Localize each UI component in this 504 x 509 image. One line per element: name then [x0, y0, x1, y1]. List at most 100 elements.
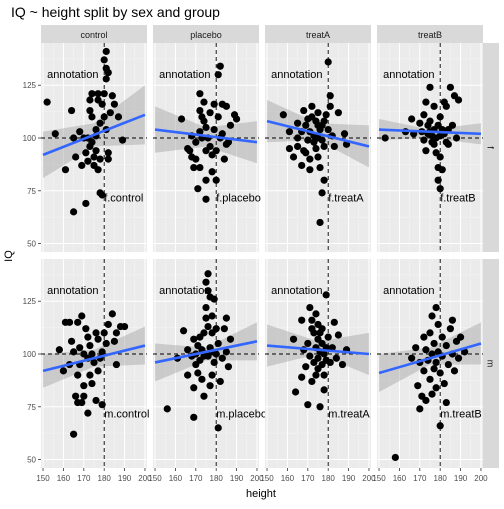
data-point	[202, 123, 210, 132]
x-tick-label: 180	[98, 474, 112, 483]
data-point	[94, 90, 102, 98]
data-point	[438, 166, 446, 174]
data-point	[430, 102, 438, 110]
data-point	[328, 344, 336, 352]
data-point	[184, 346, 192, 354]
data-point	[102, 75, 110, 83]
data-point	[312, 310, 320, 318]
data-point	[408, 115, 416, 123]
data-point	[306, 155, 314, 163]
data-point	[440, 379, 448, 388]
data-point	[104, 149, 112, 157]
panel-label: f.placebo	[216, 192, 261, 204]
data-point	[210, 100, 218, 108]
data-point	[198, 375, 206, 383]
data-point	[446, 325, 454, 333]
x-tick-label: 170	[301, 474, 315, 483]
fit-line	[42, 113, 146, 157]
data-point	[108, 310, 116, 318]
fit-line	[154, 340, 258, 364]
panel-m.treatA: annotation m.treatA	[265, 259, 371, 468]
data-point	[330, 142, 338, 151]
data-point	[78, 398, 86, 407]
data-point	[177, 115, 186, 123]
data-point	[214, 71, 222, 79]
chart-title: IQ ~ height split by sex and group	[11, 4, 220, 20]
x-tick-label: 150	[148, 474, 162, 483]
data-point	[430, 365, 438, 373]
data-point	[88, 379, 96, 388]
data-point	[200, 329, 208, 337]
panel-m.control: annotation m.control	[41, 259, 149, 468]
data-point	[304, 339, 312, 348]
data-point	[322, 111, 330, 119]
data-point	[308, 377, 316, 386]
data-point	[67, 337, 76, 345]
data-point	[432, 384, 440, 392]
data-point	[98, 401, 106, 409]
data-point	[206, 109, 214, 117]
data-point	[314, 109, 322, 117]
data-point	[326, 358, 334, 367]
data-point	[226, 121, 235, 129]
annotation-label: annotation	[271, 285, 322, 297]
data-point	[310, 329, 318, 337]
facet-strip-m	[481, 259, 499, 468]
data-point	[200, 98, 208, 106]
data-point	[442, 102, 450, 110]
data-point	[428, 390, 436, 398]
panel-label: m.treatB	[440, 408, 482, 420]
data-point	[192, 138, 200, 146]
data-point	[92, 125, 100, 134]
data-point	[232, 115, 241, 123]
data-point	[320, 176, 328, 184]
data-point	[214, 424, 222, 432]
annotation-label: annotation	[47, 285, 98, 297]
data-point	[448, 316, 457, 324]
data-point	[61, 166, 70, 174]
data-point	[120, 322, 129, 331]
panel-f.treatB: annotation f.treatB	[377, 43, 483, 252]
x-tick-label: 170	[77, 474, 91, 483]
data-point	[92, 396, 100, 405]
x-tick-label: 160	[281, 474, 295, 483]
data-point	[214, 339, 222, 348]
data-point	[320, 386, 328, 394]
data-point	[78, 161, 86, 170]
x-tick-label: 200	[474, 474, 488, 483]
data-point	[416, 405, 424, 413]
data-point	[90, 358, 98, 367]
data-point	[220, 155, 228, 163]
data-point	[434, 176, 442, 184]
data-point	[190, 335, 198, 343]
data-point	[190, 384, 198, 392]
data-point	[426, 329, 434, 337]
data-point	[450, 367, 459, 375]
data-point	[456, 333, 465, 341]
x-tick-label: 200	[362, 474, 376, 483]
data-point	[72, 392, 80, 400]
data-point	[432, 303, 440, 312]
data-point	[192, 155, 200, 163]
y-tick-label: 75	[27, 403, 36, 412]
data-point	[179, 327, 188, 335]
data-point	[220, 325, 228, 333]
data-point	[218, 354, 226, 362]
data-point	[65, 318, 74, 326]
annotation-label: annotation	[159, 285, 210, 297]
data-point	[55, 346, 63, 354]
data-point	[218, 130, 226, 138]
data-point	[308, 316, 316, 324]
data-point	[422, 147, 430, 155]
data-point	[414, 382, 422, 390]
data-point	[444, 140, 452, 148]
data-point	[316, 163, 324, 172]
data-point	[204, 322, 212, 331]
y-tick-label: 75	[27, 187, 36, 196]
data-point	[279, 111, 287, 119]
data-point	[422, 346, 430, 354]
data-point	[289, 153, 298, 161]
x-tick-label: 150	[372, 474, 386, 483]
data-point	[88, 138, 96, 146]
